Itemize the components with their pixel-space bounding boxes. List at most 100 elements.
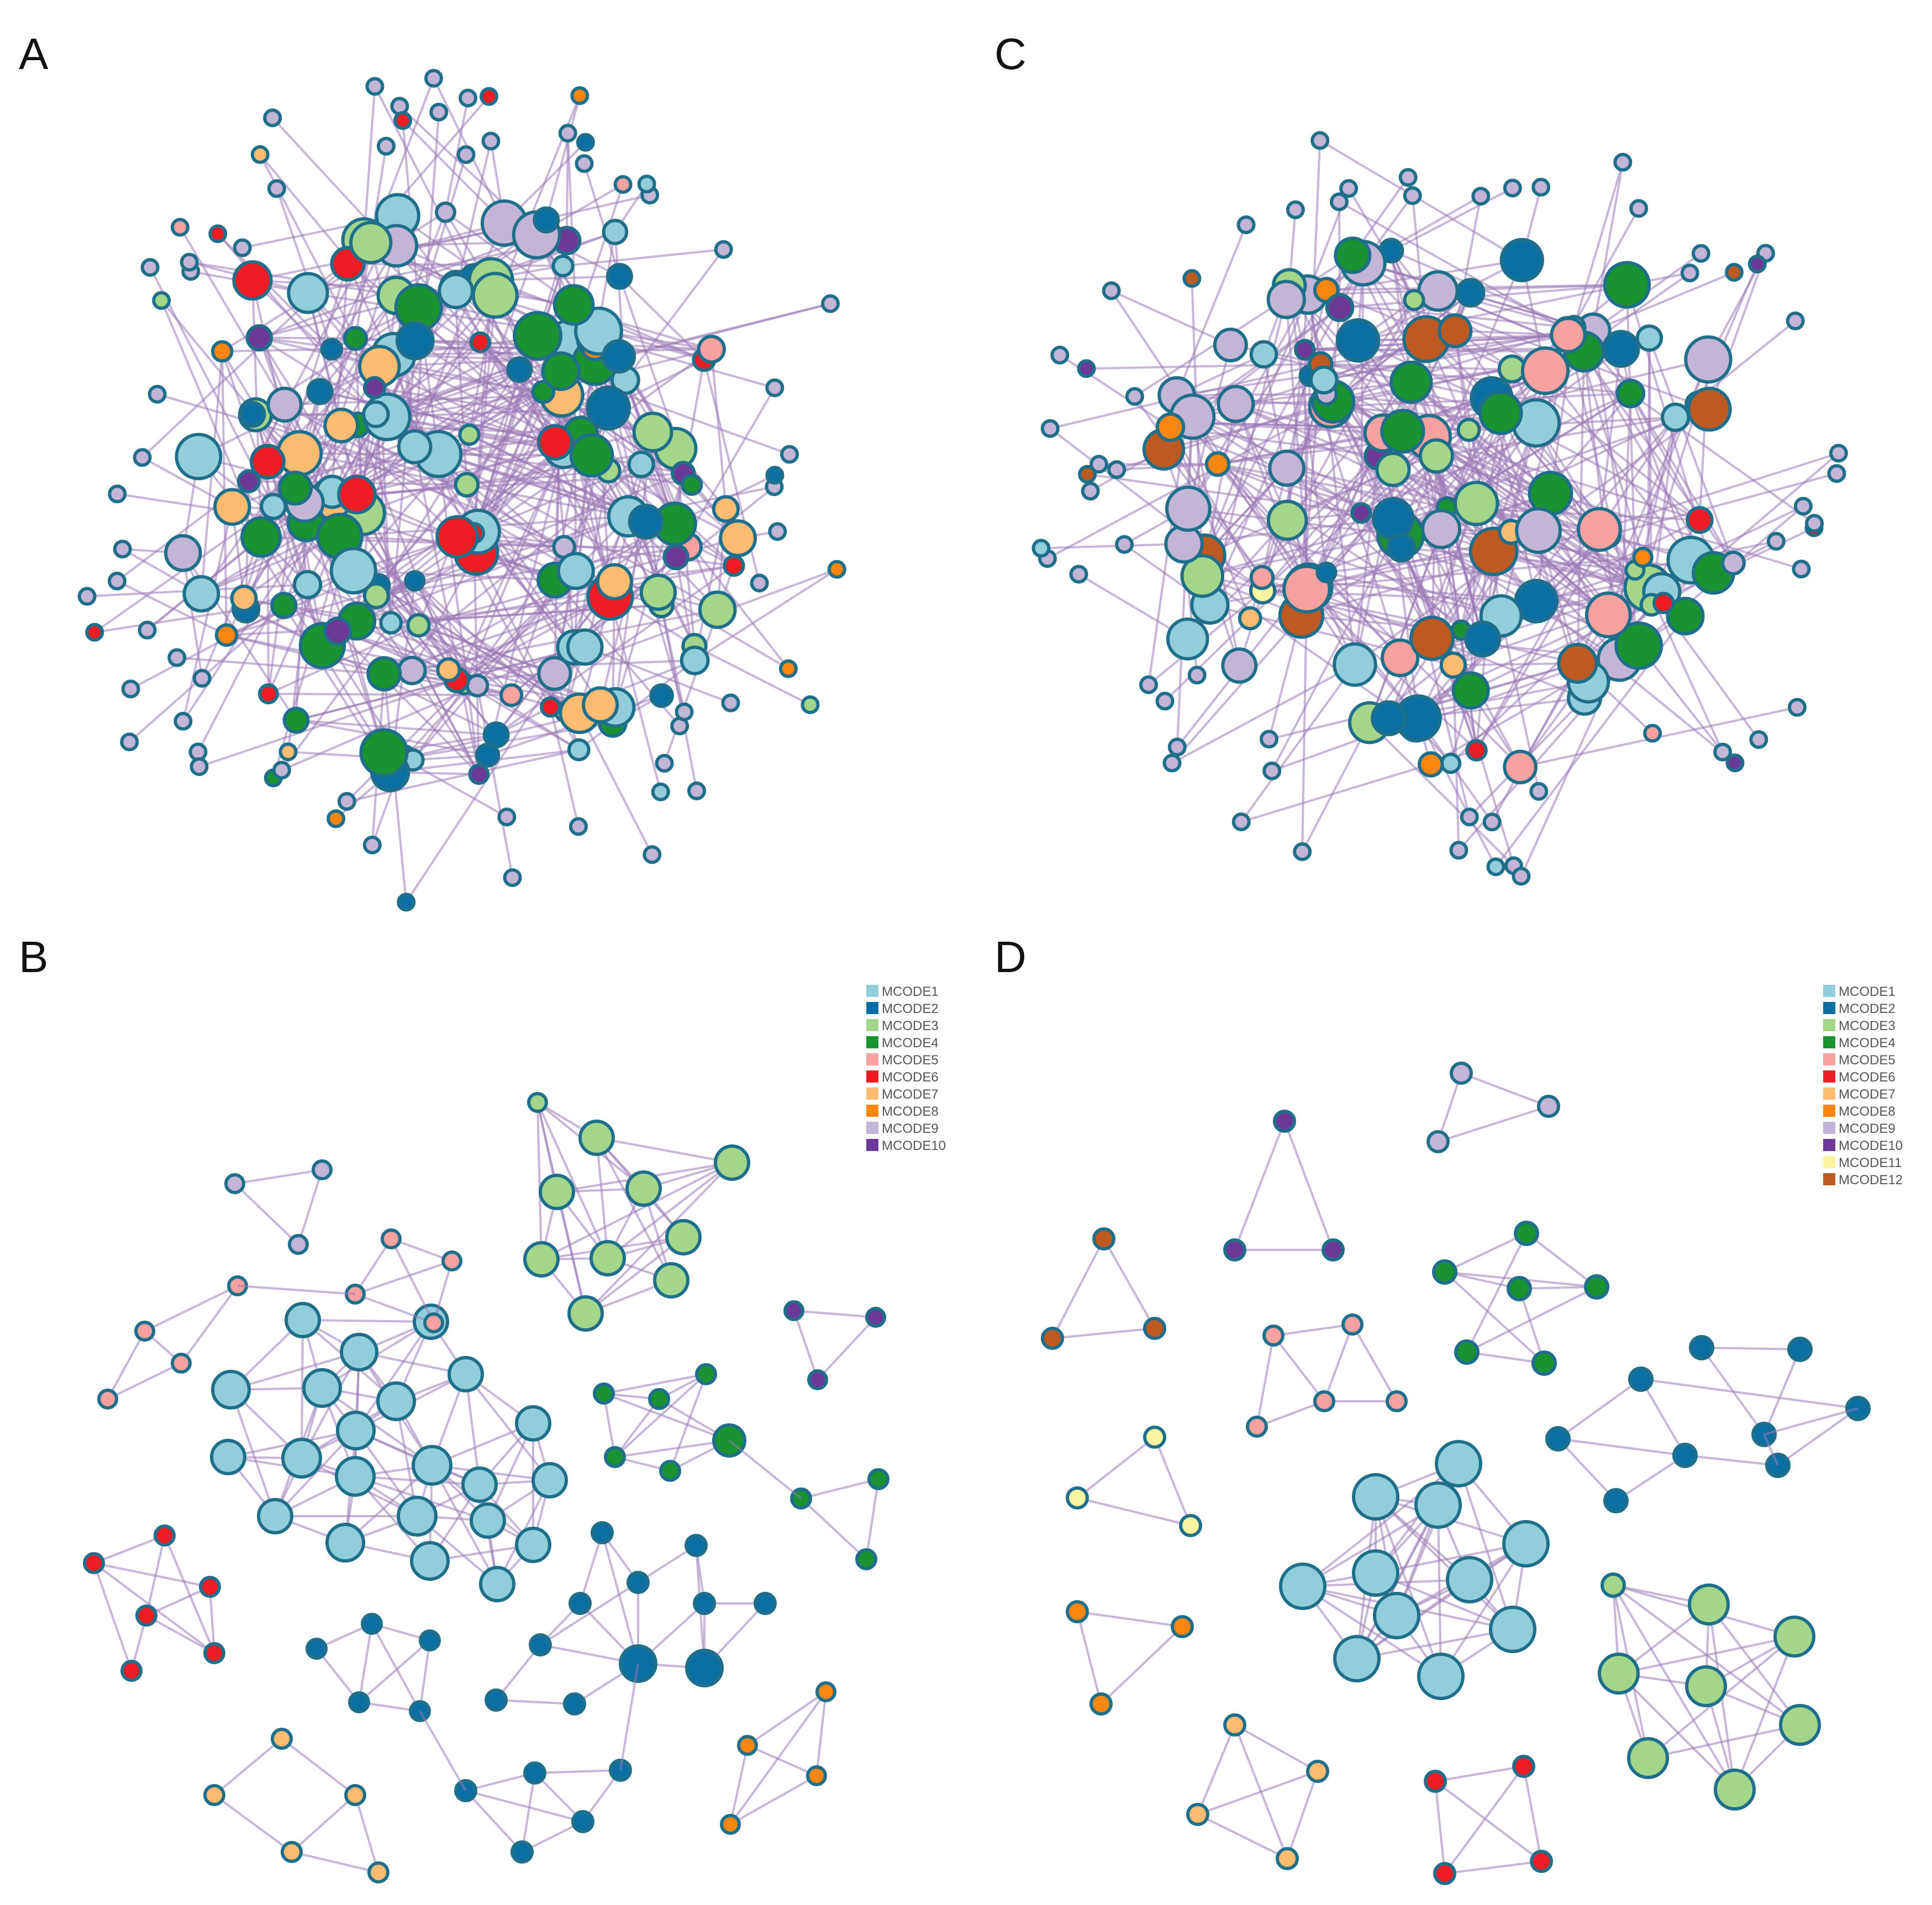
mcode1-node bbox=[211, 1370, 251, 1410]
edge bbox=[160, 299, 257, 416]
mcode2-node bbox=[1603, 1488, 1629, 1513]
mcode2-node bbox=[563, 1692, 586, 1716]
edge bbox=[1618, 404, 1699, 659]
mcode7-node bbox=[1306, 1760, 1329, 1783]
mcode3-node bbox=[1685, 1665, 1727, 1707]
hub-node bbox=[1456, 418, 1481, 442]
legend-swatch bbox=[866, 1036, 878, 1048]
peripheral-node bbox=[1747, 254, 1767, 273]
mcode1-node bbox=[515, 1405, 551, 1442]
hub-node bbox=[1375, 451, 1411, 488]
legend-label: MCODE3 bbox=[1839, 1019, 1896, 1033]
peripheral-node bbox=[1531, 177, 1551, 197]
edge bbox=[747, 1744, 817, 1777]
hub-node bbox=[1603, 261, 1651, 309]
edge bbox=[412, 570, 577, 761]
edge bbox=[1612, 1584, 1736, 1791]
peripheral-node bbox=[1231, 812, 1251, 831]
edge bbox=[307, 292, 343, 426]
peripheral-node bbox=[780, 445, 799, 464]
edge bbox=[1708, 1603, 1801, 1726]
edge bbox=[1618, 1672, 1736, 1791]
mcode1-node bbox=[410, 1541, 450, 1581]
mcode1-node bbox=[1502, 1520, 1550, 1568]
peripheral-node bbox=[480, 87, 499, 106]
hub-node bbox=[236, 469, 261, 493]
peripheral-node bbox=[643, 845, 662, 864]
peripheral-node bbox=[170, 218, 189, 237]
edge bbox=[1557, 1378, 1642, 1440]
hub-node bbox=[1417, 270, 1459, 312]
mcode2-node bbox=[568, 1592, 592, 1615]
hub-node bbox=[1438, 313, 1473, 349]
hub-node bbox=[277, 471, 313, 506]
hub-node bbox=[213, 488, 251, 526]
mcode11-node bbox=[1143, 1426, 1166, 1449]
hub-node bbox=[1439, 651, 1467, 679]
hub-node bbox=[1576, 506, 1622, 552]
peripheral-node bbox=[1329, 192, 1349, 212]
edge bbox=[1701, 1347, 1801, 1350]
edge bbox=[1466, 1286, 1597, 1353]
peripheral-node bbox=[1293, 842, 1312, 862]
hub-node bbox=[1687, 387, 1732, 432]
mcode5-node bbox=[1313, 1390, 1335, 1412]
peripheral-node bbox=[637, 175, 656, 194]
hub-node bbox=[1165, 486, 1212, 532]
edge bbox=[583, 163, 621, 277]
peripheral-node bbox=[497, 808, 517, 827]
mcode3-node bbox=[578, 1120, 615, 1156]
mcode1-node bbox=[281, 1438, 322, 1479]
mcode5-node bbox=[171, 1353, 192, 1374]
edge bbox=[1777, 1407, 1859, 1466]
edge bbox=[1466, 1351, 1545, 1364]
hub-node bbox=[628, 504, 664, 540]
edge bbox=[1608, 472, 1837, 536]
edge bbox=[1235, 367, 1513, 405]
edge bbox=[1077, 1497, 1191, 1527]
peripheral-node bbox=[337, 791, 356, 811]
edge bbox=[465, 1790, 523, 1853]
peripheral-node bbox=[1040, 419, 1060, 438]
edge bbox=[1444, 1271, 1520, 1290]
edge bbox=[1176, 512, 1362, 748]
hub-node bbox=[1409, 615, 1455, 661]
peripheral-node bbox=[570, 86, 589, 105]
edge bbox=[281, 684, 478, 772]
hub-node bbox=[1557, 642, 1598, 684]
mcode6-node bbox=[1530, 1850, 1553, 1873]
edge bbox=[603, 1392, 730, 1442]
hub-node bbox=[366, 656, 402, 692]
hub-node bbox=[1666, 597, 1705, 636]
mcode8-node bbox=[1066, 1600, 1089, 1623]
edge bbox=[660, 605, 686, 713]
edge bbox=[455, 140, 492, 292]
hub-node bbox=[540, 696, 561, 718]
hub-node bbox=[438, 273, 475, 309]
hub-node bbox=[1268, 449, 1305, 487]
hub-node bbox=[567, 738, 591, 762]
edge bbox=[793, 1310, 876, 1318]
hub-node bbox=[287, 272, 329, 314]
mcode7-node bbox=[281, 1841, 303, 1863]
edge bbox=[624, 249, 725, 381]
legend-swatch bbox=[1823, 985, 1835, 997]
edge bbox=[694, 645, 811, 706]
peripheral-node bbox=[167, 648, 187, 667]
mcode3-node bbox=[539, 1174, 575, 1210]
hub-node bbox=[266, 387, 303, 423]
edge bbox=[355, 1293, 434, 1324]
hub-node bbox=[240, 516, 282, 558]
edge bbox=[358, 1639, 431, 1703]
edge bbox=[521, 1772, 536, 1853]
mcode1-node bbox=[257, 1498, 293, 1534]
peripheral-node bbox=[1629, 199, 1649, 218]
peripheral-node bbox=[108, 484, 127, 504]
mcode3-node bbox=[1688, 1584, 1730, 1626]
mcode12-node bbox=[1092, 1227, 1115, 1250]
mcode1-node bbox=[531, 1462, 568, 1498]
edge bbox=[562, 248, 724, 267]
mcode5-node bbox=[423, 1312, 444, 1333]
edge bbox=[1763, 1349, 1801, 1435]
edge bbox=[1734, 1636, 1796, 1790]
